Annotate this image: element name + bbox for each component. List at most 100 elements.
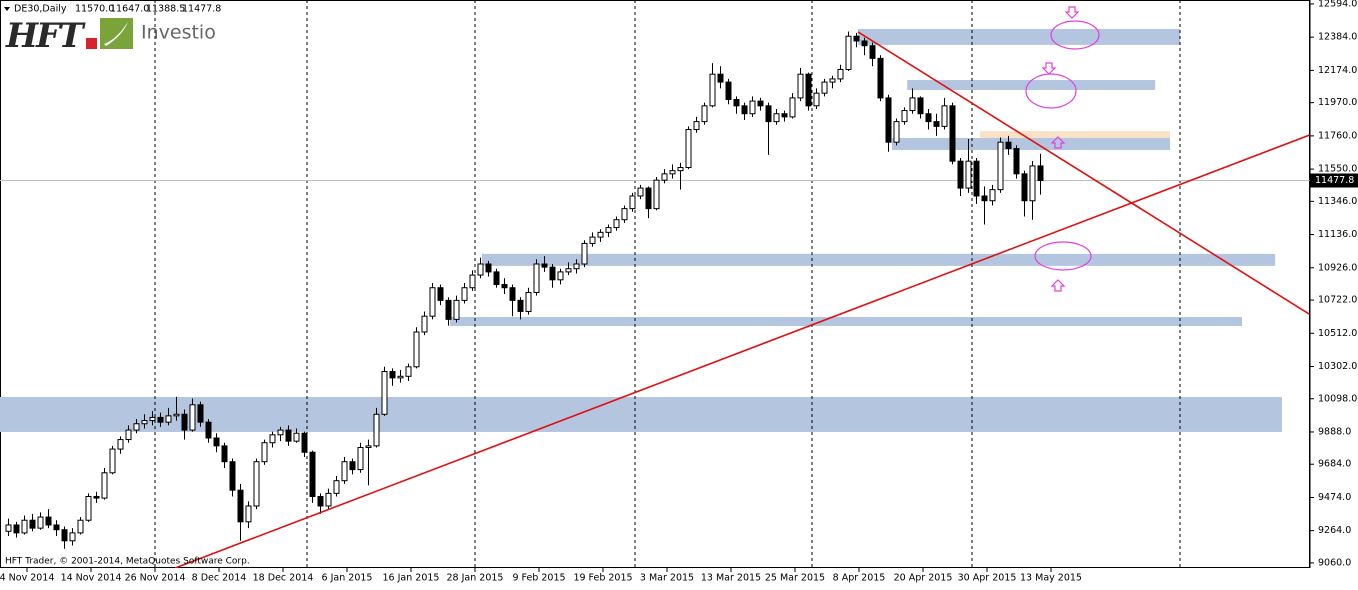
- price-marker: [1310, 173, 1358, 188]
- candle-body: [109, 448, 116, 474]
- candle-body: [997, 141, 1004, 191]
- candle-body: [245, 505, 252, 523]
- y-tick-label: 10302.0: [1318, 361, 1357, 372]
- candle-body: [293, 432, 300, 442]
- candles: [5, 31, 1044, 549]
- header: DE30,Daily 11570.0 11647.0 11388.5 11477…: [4, 4, 221, 15]
- candle-body: [749, 100, 756, 115]
- quote-open: 11570.0: [75, 4, 114, 15]
- y-axis: 12594.0 12384.0 12174.0 11970.0 11760.0 11550…: [1309, 0, 1358, 568]
- candle-body: [13, 524, 20, 534]
- candle-body: [501, 284, 508, 289]
- candle-body: [597, 231, 604, 238]
- trendline: [174, 133, 1310, 568]
- plot-frame: [0, 0, 1310, 568]
- candle-body: [221, 445, 228, 463]
- x-tick-label: 20 Apr 2015: [894, 573, 953, 584]
- candle-body: [133, 423, 140, 431]
- candle-body: [149, 416, 156, 422]
- trendlines: [174, 31, 1310, 568]
- candle-body: [813, 92, 820, 107]
- candle-body: [125, 429, 132, 441]
- candle-body: [829, 78, 836, 83]
- candle-body: [717, 73, 724, 83]
- zone: [892, 137, 1170, 150]
- candle-body: [1037, 165, 1044, 182]
- x-tick-label: 3 Mar 2015: [640, 573, 694, 584]
- candle-body: [317, 496, 324, 507]
- zone: [907, 80, 1156, 91]
- candle-body: [93, 496, 100, 499]
- candle-body: [701, 105, 708, 123]
- y-tick-label: 12174.0: [1318, 65, 1357, 76]
- zone: [980, 131, 1170, 138]
- x-axis: 4 Nov 2014 14 Nov 2014 26 Nov 2014 8 Dec 20…: [0, 568, 1082, 584]
- candle-body: [445, 299, 452, 320]
- y-tick-label: 12384.0: [1318, 32, 1357, 43]
- candle-body: [629, 195, 636, 210]
- candle-body: [661, 173, 668, 181]
- candle-body: [797, 73, 804, 99]
- footer: HFT Trader, © 2001-2014, MetaQuotes Soft…: [5, 557, 250, 567]
- y-tick-label: 9060.0: [1318, 557, 1351, 568]
- x-tick-label: 30 Apr 2015: [958, 573, 1017, 584]
- candle-body: [917, 97, 924, 115]
- candle-body: [605, 227, 612, 233]
- candle-body: [565, 268, 572, 273]
- candle-body: [533, 263, 540, 293]
- candle-body: [405, 366, 412, 377]
- x-tick-label: 26 Nov 2014: [125, 573, 186, 584]
- candle-body: [637, 187, 644, 197]
- candle-body: [101, 472, 108, 499]
- candle-body: [901, 110, 908, 123]
- candle-body: [957, 160, 964, 189]
- candle-body: [581, 242, 588, 265]
- candle-body: [709, 73, 716, 107]
- x-tick-label: 25 Mar 2015: [765, 573, 825, 584]
- candle-body: [741, 105, 748, 115]
- candle-body: [469, 274, 476, 289]
- candle-body: [381, 371, 388, 415]
- y-tick-label: 10098.0: [1318, 393, 1357, 404]
- candle-body: [349, 461, 356, 471]
- candle-body: [85, 496, 92, 521]
- candle-body: [357, 446, 364, 471]
- candle-body: [5, 524, 12, 532]
- candle-body: [885, 97, 892, 143]
- x-tick-label: 8 Apr 2015: [833, 573, 886, 584]
- candle-body: [981, 195, 988, 202]
- y-tick-label: 12594.0: [1318, 0, 1357, 9]
- candle-body: [677, 167, 684, 172]
- candle-body: [69, 532, 76, 542]
- candle-body: [645, 187, 652, 210]
- candle-body: [285, 429, 292, 442]
- candle-body: [197, 404, 204, 423]
- candle-body: [773, 113, 780, 123]
- candle-body: [541, 263, 548, 268]
- candle-body: [21, 519, 28, 534]
- candle-body: [1021, 173, 1028, 202]
- zone: [0, 397, 1282, 432]
- candle-body: [309, 451, 316, 498]
- candle-body: [949, 105, 956, 162]
- candle-body: [757, 100, 764, 107]
- candle-body: [861, 40, 868, 47]
- candle-body: [509, 287, 516, 301]
- logo-brand: HFT: [5, 16, 86, 56]
- candle-body: [821, 81, 828, 94]
- y-tick-label: 10926.0: [1318, 262, 1357, 273]
- candle-body: [1013, 148, 1020, 175]
- y-tick-label: 11136.0: [1318, 229, 1357, 240]
- candle-body: [733, 98, 740, 107]
- candle-body: [781, 113, 788, 118]
- candle-body: [117, 439, 124, 450]
- candle-body: [965, 160, 972, 189]
- x-tick-label: 16 Jan 2015: [383, 573, 440, 584]
- candle-body: [517, 299, 524, 312]
- zones: [0, 28, 1282, 432]
- candle-body: [877, 57, 884, 99]
- candle-body: [389, 371, 396, 379]
- candle-body: [333, 480, 340, 494]
- candle-body: [141, 420, 148, 425]
